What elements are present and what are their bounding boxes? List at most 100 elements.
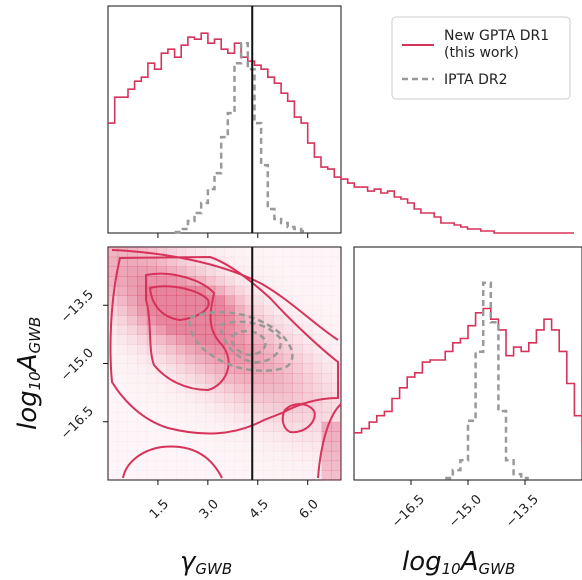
density-cell [117, 324, 128, 335]
density-cell [331, 402, 342, 413]
density-cell [205, 470, 216, 481]
density-cell [321, 412, 332, 423]
contour-ipta-mid [218, 320, 282, 364]
density-cell [311, 276, 323, 287]
density-cell [263, 412, 274, 423]
density-cell [243, 470, 255, 481]
density-cell [146, 285, 157, 296]
density-cell [117, 344, 128, 355]
density-cell [195, 353, 206, 364]
density-cell [127, 276, 138, 287]
density-cell [302, 285, 313, 296]
density-cell [243, 305, 255, 316]
density-cell [176, 256, 187, 267]
density-cell [273, 247, 284, 258]
density-cell [302, 392, 313, 403]
density-cell [195, 315, 206, 326]
density-cell [108, 305, 119, 316]
density-cell [331, 285, 342, 296]
density-cell [185, 344, 196, 355]
density-cell [321, 324, 332, 335]
density-cell [176, 266, 187, 277]
density-cell [176, 402, 187, 413]
density-cell [253, 441, 264, 452]
density-cell [282, 470, 293, 481]
density-cell [282, 373, 293, 384]
density-cell [273, 402, 284, 413]
density-cell [195, 334, 206, 345]
density-cell [292, 315, 303, 326]
density-cell [253, 266, 264, 277]
density-cell [205, 450, 216, 462]
density-cell [321, 285, 332, 296]
density-cell [234, 256, 245, 267]
density-cell [234, 460, 245, 471]
density-cell [156, 402, 167, 413]
density-cell [176, 353, 187, 364]
density-cell [243, 450, 255, 462]
gamma-tick-label: 4.5 [247, 497, 272, 522]
density-cell [321, 276, 332, 287]
density-cell [137, 382, 148, 394]
density-cell [243, 353, 255, 364]
density-cell [205, 460, 216, 471]
density-cell [311, 412, 323, 423]
density-cell [282, 305, 293, 316]
density-cell [263, 285, 274, 296]
density-cell [331, 460, 342, 471]
density-cell [311, 315, 323, 326]
density-cell [234, 353, 245, 364]
density-cell [282, 392, 293, 403]
density-cell [331, 276, 342, 287]
density-cell [292, 256, 303, 267]
density-cell [185, 305, 196, 316]
density-cell [146, 421, 157, 432]
density-cell [195, 460, 206, 471]
density-cell [166, 431, 177, 442]
density-cell [185, 295, 196, 306]
density-cell [146, 247, 157, 258]
density-cell [117, 441, 128, 452]
density-cell [185, 412, 196, 423]
density-cell [137, 334, 148, 345]
density-cell [176, 470, 187, 481]
density-cell [185, 402, 196, 413]
density-cell [146, 412, 157, 423]
density-cell [234, 247, 245, 258]
density-cell [321, 315, 332, 326]
density-cell [253, 470, 264, 481]
density-cell [195, 276, 206, 287]
density-cell [243, 431, 255, 442]
density-cell [108, 382, 119, 394]
density-cell [127, 324, 138, 335]
density-cell [195, 373, 206, 384]
density-cell [146, 431, 157, 442]
logA-hist-ipta [445, 281, 529, 480]
density-cell [282, 324, 293, 335]
density-cell [253, 373, 264, 384]
density-cell [205, 441, 216, 452]
density-cell [214, 431, 225, 442]
density-cell [234, 334, 245, 345]
density-cell [224, 392, 235, 403]
density-cell [108, 344, 119, 355]
density-cell [166, 392, 177, 403]
density-cell [311, 373, 323, 384]
density-cell [302, 412, 313, 423]
density-cell [321, 247, 332, 258]
density-cell [117, 412, 128, 423]
density-cell [331, 421, 342, 432]
density-cell [321, 373, 332, 384]
density-cell [331, 344, 342, 355]
density-cell [108, 402, 119, 413]
density-cell [146, 334, 157, 345]
density-cell [185, 334, 196, 345]
density-cell [224, 460, 235, 471]
density-cell [146, 470, 157, 481]
density-cell [166, 373, 177, 384]
density-cell [263, 295, 274, 306]
density-cell [156, 460, 167, 471]
density-cell [166, 382, 177, 394]
density-cell [292, 334, 303, 345]
density-cell [195, 305, 206, 316]
